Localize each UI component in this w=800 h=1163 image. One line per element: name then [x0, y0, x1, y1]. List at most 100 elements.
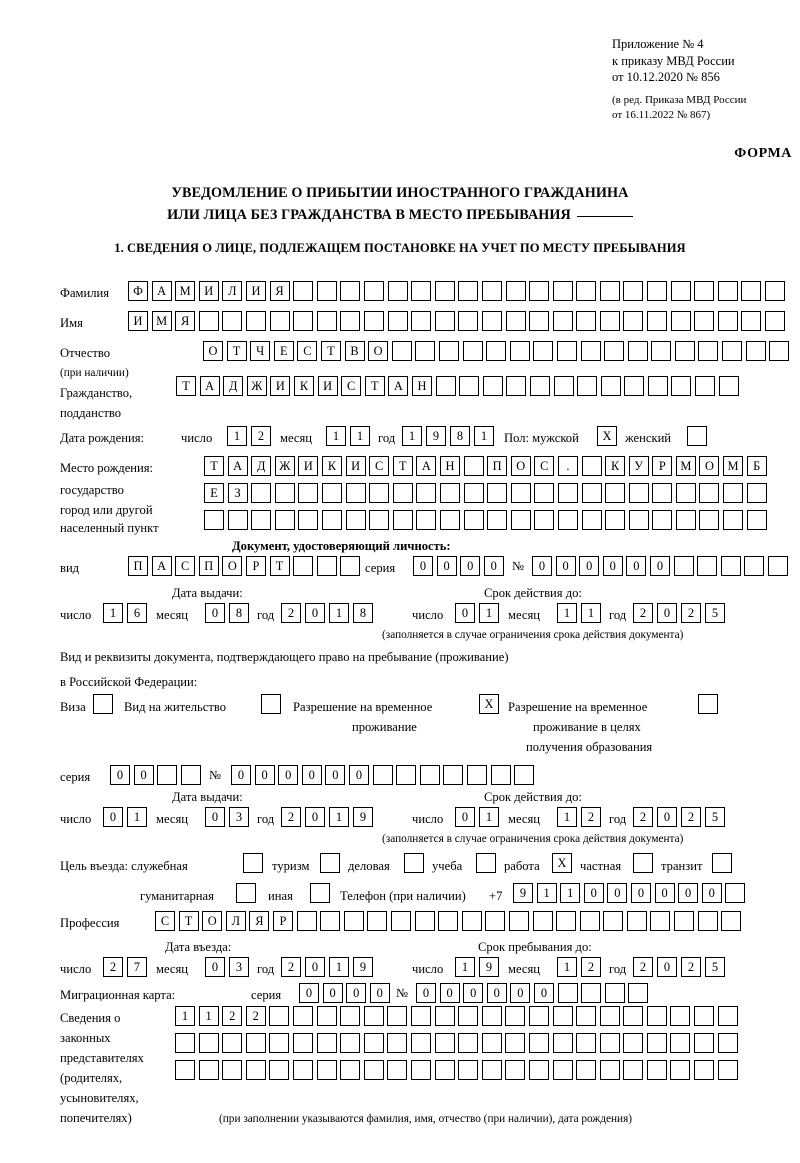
form-cell[interactable]: 0 [348, 765, 369, 785]
form-cell[interactable] [435, 376, 456, 396]
form-cell[interactable]: П [128, 556, 148, 576]
form-cell[interactable] [340, 281, 361, 301]
form-cell[interactable] [576, 1060, 597, 1080]
form-cell[interactable] [316, 556, 337, 576]
form-cell[interactable] [198, 311, 219, 331]
form-cell[interactable]: Д [251, 456, 272, 476]
form-cell[interactable]: 5 [705, 807, 725, 827]
form-cell[interactable] [481, 1006, 502, 1026]
form-cell[interactable] [410, 1006, 431, 1026]
form-cell[interactable]: О [202, 911, 223, 931]
form-cell[interactable] [274, 483, 295, 503]
form-cell[interactable] [463, 483, 484, 503]
form-cell[interactable]: 0 [305, 807, 325, 827]
form-cell[interactable]: 1 [479, 603, 499, 623]
form-cell[interactable]: 2 [633, 603, 653, 623]
form-cell[interactable]: Т [178, 911, 199, 931]
form-cell[interactable]: 2 [681, 807, 701, 827]
form-cell[interactable] [458, 1060, 479, 1080]
form-cell[interactable] [623, 1033, 644, 1053]
form-cell[interactable] [316, 1060, 337, 1080]
form-cell[interactable] [552, 311, 573, 331]
form-cell[interactable]: 0 [455, 603, 475, 623]
form-cell[interactable] [576, 1033, 597, 1053]
form-cell[interactable]: 1 [479, 807, 499, 827]
form-cell[interactable]: И [270, 376, 291, 396]
form-cell[interactable] [717, 1033, 738, 1053]
form-cell[interactable]: Т [364, 376, 385, 396]
form-cell[interactable] [419, 765, 440, 785]
form-cell[interactable] [534, 510, 555, 530]
form-cell[interactable] [434, 281, 455, 301]
form-cell[interactable]: 0 [483, 556, 504, 576]
form-cell[interactable]: 1 [175, 1006, 195, 1026]
legal-rep-row3-cells[interactable] [175, 1060, 738, 1080]
form-cell[interactable] [490, 765, 511, 785]
form-cell[interactable] [650, 911, 671, 931]
form-cell[interactable] [647, 311, 668, 331]
form-cell[interactable]: И [298, 456, 319, 476]
form-cell[interactable] [626, 911, 647, 931]
form-cell[interactable]: 0 [630, 883, 651, 903]
form-cell[interactable] [458, 311, 479, 331]
form-cell[interactable] [746, 483, 767, 503]
form-cell[interactable]: Л [225, 911, 246, 931]
form-cell[interactable] [552, 1006, 573, 1026]
form-cell[interactable]: 0 [583, 883, 604, 903]
form-cell[interactable]: 1 [557, 603, 577, 623]
form-cell[interactable] [624, 376, 645, 396]
form-cell[interactable]: 2 [581, 957, 601, 977]
purpose-private-checkbox[interactable] [633, 853, 653, 873]
form-cell[interactable]: О [510, 456, 531, 476]
form-cell[interactable]: 0 [579, 556, 600, 576]
form-cell[interactable]: Л [222, 281, 243, 301]
form-cell[interactable] [392, 510, 413, 530]
form-cell[interactable] [251, 483, 272, 503]
form-cell[interactable] [694, 281, 715, 301]
form-cell[interactable]: Т [176, 376, 196, 396]
form-cell[interactable] [343, 911, 364, 931]
form-cell[interactable]: С [155, 911, 175, 931]
residence-permit-checkbox[interactable] [261, 694, 281, 714]
form-cell[interactable] [269, 1006, 290, 1026]
form-cell[interactable] [553, 376, 574, 396]
form-cell[interactable]: 0 [486, 983, 507, 1003]
form-cell[interactable]: 2 [581, 807, 601, 827]
form-cell[interactable]: Д [223, 376, 244, 396]
form-cell[interactable] [604, 983, 625, 1003]
form-cell[interactable] [505, 1006, 526, 1026]
form-cell[interactable]: И [317, 376, 338, 396]
form-cell[interactable] [581, 510, 602, 530]
form-cell[interactable]: М [723, 456, 744, 476]
form-cell[interactable]: 0 [299, 983, 319, 1003]
form-cell[interactable]: 0 [649, 556, 670, 576]
form-cell[interactable] [245, 1060, 266, 1080]
form-cell[interactable] [671, 376, 692, 396]
form-cell[interactable] [416, 510, 437, 530]
form-cell[interactable] [741, 281, 762, 301]
form-cell[interactable] [415, 341, 436, 361]
form-cell[interactable]: Р [272, 911, 293, 931]
form-cell[interactable] [292, 1060, 313, 1080]
temp-residence-checkbox[interactable]: X [479, 694, 499, 714]
form-cell[interactable] [718, 376, 739, 396]
form-cell[interactable]: 1 [329, 603, 349, 623]
form-cell[interactable] [694, 1033, 715, 1053]
form-cell[interactable] [274, 510, 295, 530]
form-cell[interactable] [434, 311, 455, 331]
form-cell[interactable]: И [128, 311, 148, 331]
form-cell[interactable] [529, 281, 550, 301]
form-cell[interactable] [222, 1033, 243, 1053]
form-cell[interactable]: 7 [127, 957, 147, 977]
form-cell[interactable] [411, 311, 432, 331]
form-cell[interactable] [623, 1060, 644, 1080]
